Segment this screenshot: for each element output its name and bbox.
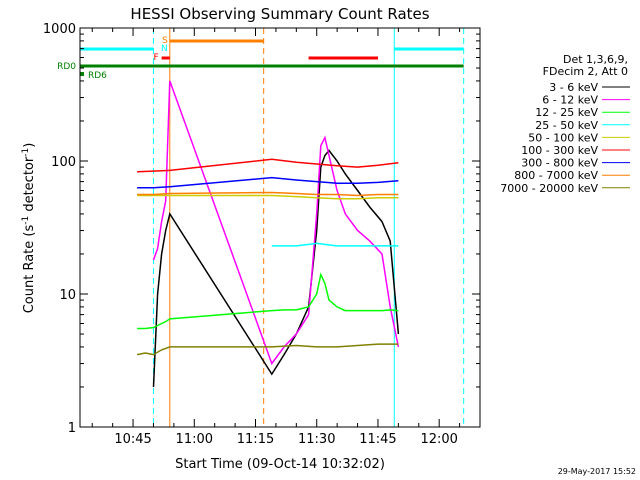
series-line-1-0 — [152, 80, 400, 366]
y-tick-label-1: 10 — [59, 288, 76, 303]
legend-header-1: FDecim 2, Att 0 — [543, 65, 628, 78]
y-axis-label: Count Rate (s-1 detector-1) — [21, 143, 37, 314]
legend-label-2: 12 - 25 keV — [535, 106, 598, 119]
legend-label-8: 7000 - 20000 keV — [500, 182, 598, 195]
x-tick-label-2: 11:15 — [237, 432, 274, 447]
y-axis-label-mid: detector — [22, 156, 37, 216]
legend-label-7: 800 - 7000 keV — [514, 169, 598, 182]
x-tick-label-0: 10:45 — [114, 432, 151, 447]
legend-label-4: 50 - 100 keV — [528, 131, 598, 144]
x-tick-label-5: 12:00 — [420, 432, 457, 447]
y-tick-label-0: 1 — [68, 421, 76, 436]
series-line-6-0 — [137, 176, 399, 189]
legend-header-0: Det 1,3,6,9, — [563, 53, 628, 66]
series-line-3-0 — [271, 242, 399, 247]
legend-label-0: 3 - 6 keV — [549, 81, 598, 94]
y-tick-label-2: 100 — [51, 155, 76, 170]
axes: 10:45 11:00 11:15 11:30 11:45 12:00 1 10 100 1000 — [43, 22, 481, 447]
series-line-5-0 — [137, 158, 399, 173]
series-line-7-0 — [137, 191, 399, 197]
x-axis-label: Start Time (09-Oct-14 10:32:02) — [175, 457, 385, 472]
series-line-0-0 — [152, 149, 400, 388]
rd6-flag-marker — [80, 72, 84, 76]
legend-label-1: 6 - 12 keV — [542, 94, 598, 107]
series-line-2-0 — [137, 272, 399, 330]
series-line-8-0 — [136, 343, 399, 356]
plot-frame — [79, 27, 481, 428]
y-axis-label-sup1: -1 — [21, 216, 31, 225]
flare-flag-label: F — [153, 53, 158, 63]
y-tick-label-3: 1000 — [43, 22, 76, 37]
night-flag-label: N — [161, 44, 168, 54]
legend-label-5: 100 - 300 keV — [521, 144, 598, 157]
rd6-flag-label: RD6 — [88, 71, 107, 81]
y-axis-label-sup2: -1 — [21, 148, 31, 157]
x-tick-label-1: 11:00 — [176, 432, 213, 447]
timestamp: 29-May-2017 15:52 — [558, 467, 636, 476]
x-tick-label-3: 11:30 — [298, 432, 335, 447]
series-line-4-0 — [137, 194, 399, 200]
legend-label-6: 300 - 800 keV — [521, 157, 598, 170]
chart-title: HESSI Observing Summary Count Rates — [130, 5, 429, 23]
y-axis-label-base: Count Rate (s — [22, 225, 37, 314]
legend-label-3: 25 - 50 keV — [535, 119, 598, 132]
plot-area: RD0 RD6 SNF — [57, 28, 465, 427]
y-axis-label-end: ) — [22, 143, 37, 148]
plot-clip-group — [80, 28, 465, 427]
saa-flag-label: S — [162, 36, 168, 46]
rd0-flag-label: RD0 — [57, 62, 76, 72]
x-tick-label-4: 11:45 — [359, 432, 396, 447]
